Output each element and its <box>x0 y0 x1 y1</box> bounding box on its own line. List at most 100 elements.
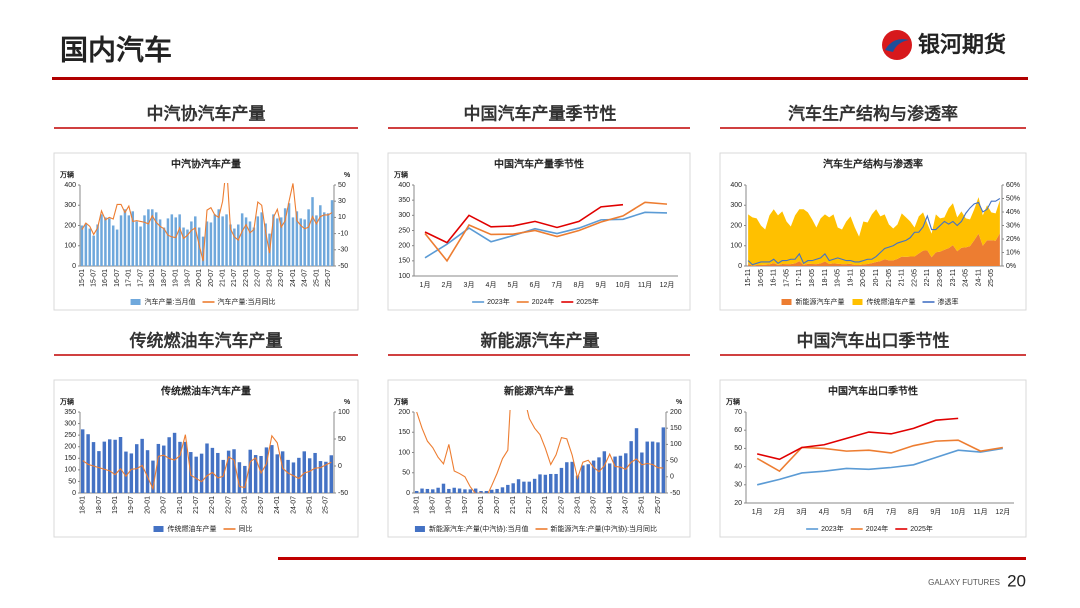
legend-swatch <box>852 299 863 305</box>
bar <box>86 434 90 493</box>
x-tick-label: 10月 <box>951 508 966 516</box>
chart-title: 中国汽车出口季节性 <box>828 384 918 397</box>
bar <box>156 443 161 493</box>
x-tick-label: 20-05 <box>860 269 867 287</box>
x-tick-label: 25-07 <box>323 496 330 514</box>
bar <box>151 209 154 266</box>
logo-swoosh <box>885 39 909 52</box>
x-tick-label: 24-07 <box>290 496 297 514</box>
bar <box>225 214 228 266</box>
y-tick-label: 300 <box>730 202 742 209</box>
x-tick-label: 21-07 <box>526 496 533 514</box>
x-tick-label: 8月 <box>908 508 919 516</box>
chart-title: 新能源汽车产量 <box>504 384 574 397</box>
x-tick-label: 16-05 <box>758 269 765 287</box>
y2-tick-label: 40% <box>1006 209 1020 216</box>
y-tick-label: 30 <box>734 482 742 489</box>
legend-label: 新能源汽车:产量(中汽协):当月值 <box>429 524 529 533</box>
y-tick-label: 300 <box>64 420 76 427</box>
x-tick-label: 19-11 <box>847 269 854 286</box>
y2-tick-label: 60% <box>1006 182 1020 189</box>
chart-title: 汽车生产结构与渗透率 <box>823 157 923 170</box>
bar <box>162 445 166 493</box>
x-tick-label: 5月 <box>508 281 519 289</box>
chart-panel <box>719 379 1027 538</box>
y2-tick-label: 50% <box>1006 195 1020 202</box>
bar <box>183 441 188 493</box>
x-tick-label: 23-07 <box>590 496 597 514</box>
y2-tick-label: 0 <box>670 474 674 481</box>
y-tick-label: 50 <box>68 478 76 485</box>
bar <box>565 462 569 493</box>
y-tick-label: 70 <box>734 409 742 416</box>
x-tick-label: 18-01 <box>149 269 156 287</box>
bar <box>129 453 134 493</box>
y2-tick-label: 50 <box>670 457 678 464</box>
bar <box>326 213 330 266</box>
x-tick-label: 21-11 <box>899 269 906 286</box>
y2-tick-label: -10 <box>338 230 348 237</box>
x-tick-label: 11月 <box>638 281 652 289</box>
y-tick-label: 200 <box>398 409 410 416</box>
x-tick-label: 5月 <box>841 508 852 516</box>
x-tick-label: 20-11 <box>873 269 880 286</box>
bar <box>280 451 285 493</box>
legend-label: 2024年 <box>866 524 889 533</box>
legend-label: 2025年 <box>910 524 933 533</box>
bar <box>441 483 446 493</box>
x-tick-label: 1月 <box>420 281 431 289</box>
x-tick-label: 4月 <box>486 281 497 289</box>
bar <box>431 489 435 493</box>
bar <box>324 461 328 493</box>
x-tick-label: 16-07 <box>114 269 121 287</box>
bar <box>264 223 267 266</box>
legend-label: 2023年 <box>487 297 510 306</box>
y-tick-label: 0 <box>738 263 742 270</box>
x-tick-label: 20-07 <box>494 496 501 514</box>
bar <box>283 208 287 266</box>
x-tick-label: 1月 <box>752 508 763 516</box>
line <box>424 203 624 244</box>
y2-tick-label: 10% <box>1006 249 1020 256</box>
y-tick-label: 100 <box>64 467 76 474</box>
bar <box>297 457 301 493</box>
bar <box>158 219 162 266</box>
bar <box>629 441 633 493</box>
legend-label: 传统燃油车产量 <box>867 297 916 306</box>
bar <box>91 442 96 493</box>
page-number: 20 <box>1007 571 1026 590</box>
line <box>756 439 1003 473</box>
x-tick-label: 9月 <box>596 281 607 289</box>
y-tick-label: 250 <box>398 227 410 234</box>
section-title: 汽车生产结构与渗透率 <box>788 103 958 123</box>
bar <box>135 221 138 266</box>
y-tick-label: 60 <box>734 427 742 434</box>
bar <box>182 227 185 266</box>
bar <box>420 488 424 493</box>
bar <box>147 209 150 266</box>
x-tick-label: 7月 <box>552 281 563 289</box>
x-tick-label: 17-11 <box>796 269 803 286</box>
bar <box>123 209 127 266</box>
bar <box>256 216 260 266</box>
x-tick-label: 19-07 <box>128 496 135 514</box>
bar <box>527 481 531 493</box>
section-rules <box>54 127 1026 356</box>
bar <box>243 465 247 493</box>
y2-tick-label: 100 <box>338 409 350 416</box>
section-title: 新能源汽车产量 <box>481 330 600 350</box>
bar <box>119 215 123 266</box>
y-tick-label: 50 <box>402 470 410 477</box>
x-tick-label: 23-05 <box>937 269 944 287</box>
bar <box>276 218 279 266</box>
x-tick-label: 8月 <box>574 281 585 289</box>
x-tick-label: 19-05 <box>835 269 842 287</box>
bar <box>145 450 150 493</box>
bar <box>479 490 483 493</box>
bar <box>602 451 607 493</box>
x-tick-label: 18-07 <box>96 496 103 514</box>
bar <box>92 235 95 266</box>
y-tick-label: 40 <box>734 463 742 470</box>
x-tick-label: 6月 <box>530 281 541 289</box>
